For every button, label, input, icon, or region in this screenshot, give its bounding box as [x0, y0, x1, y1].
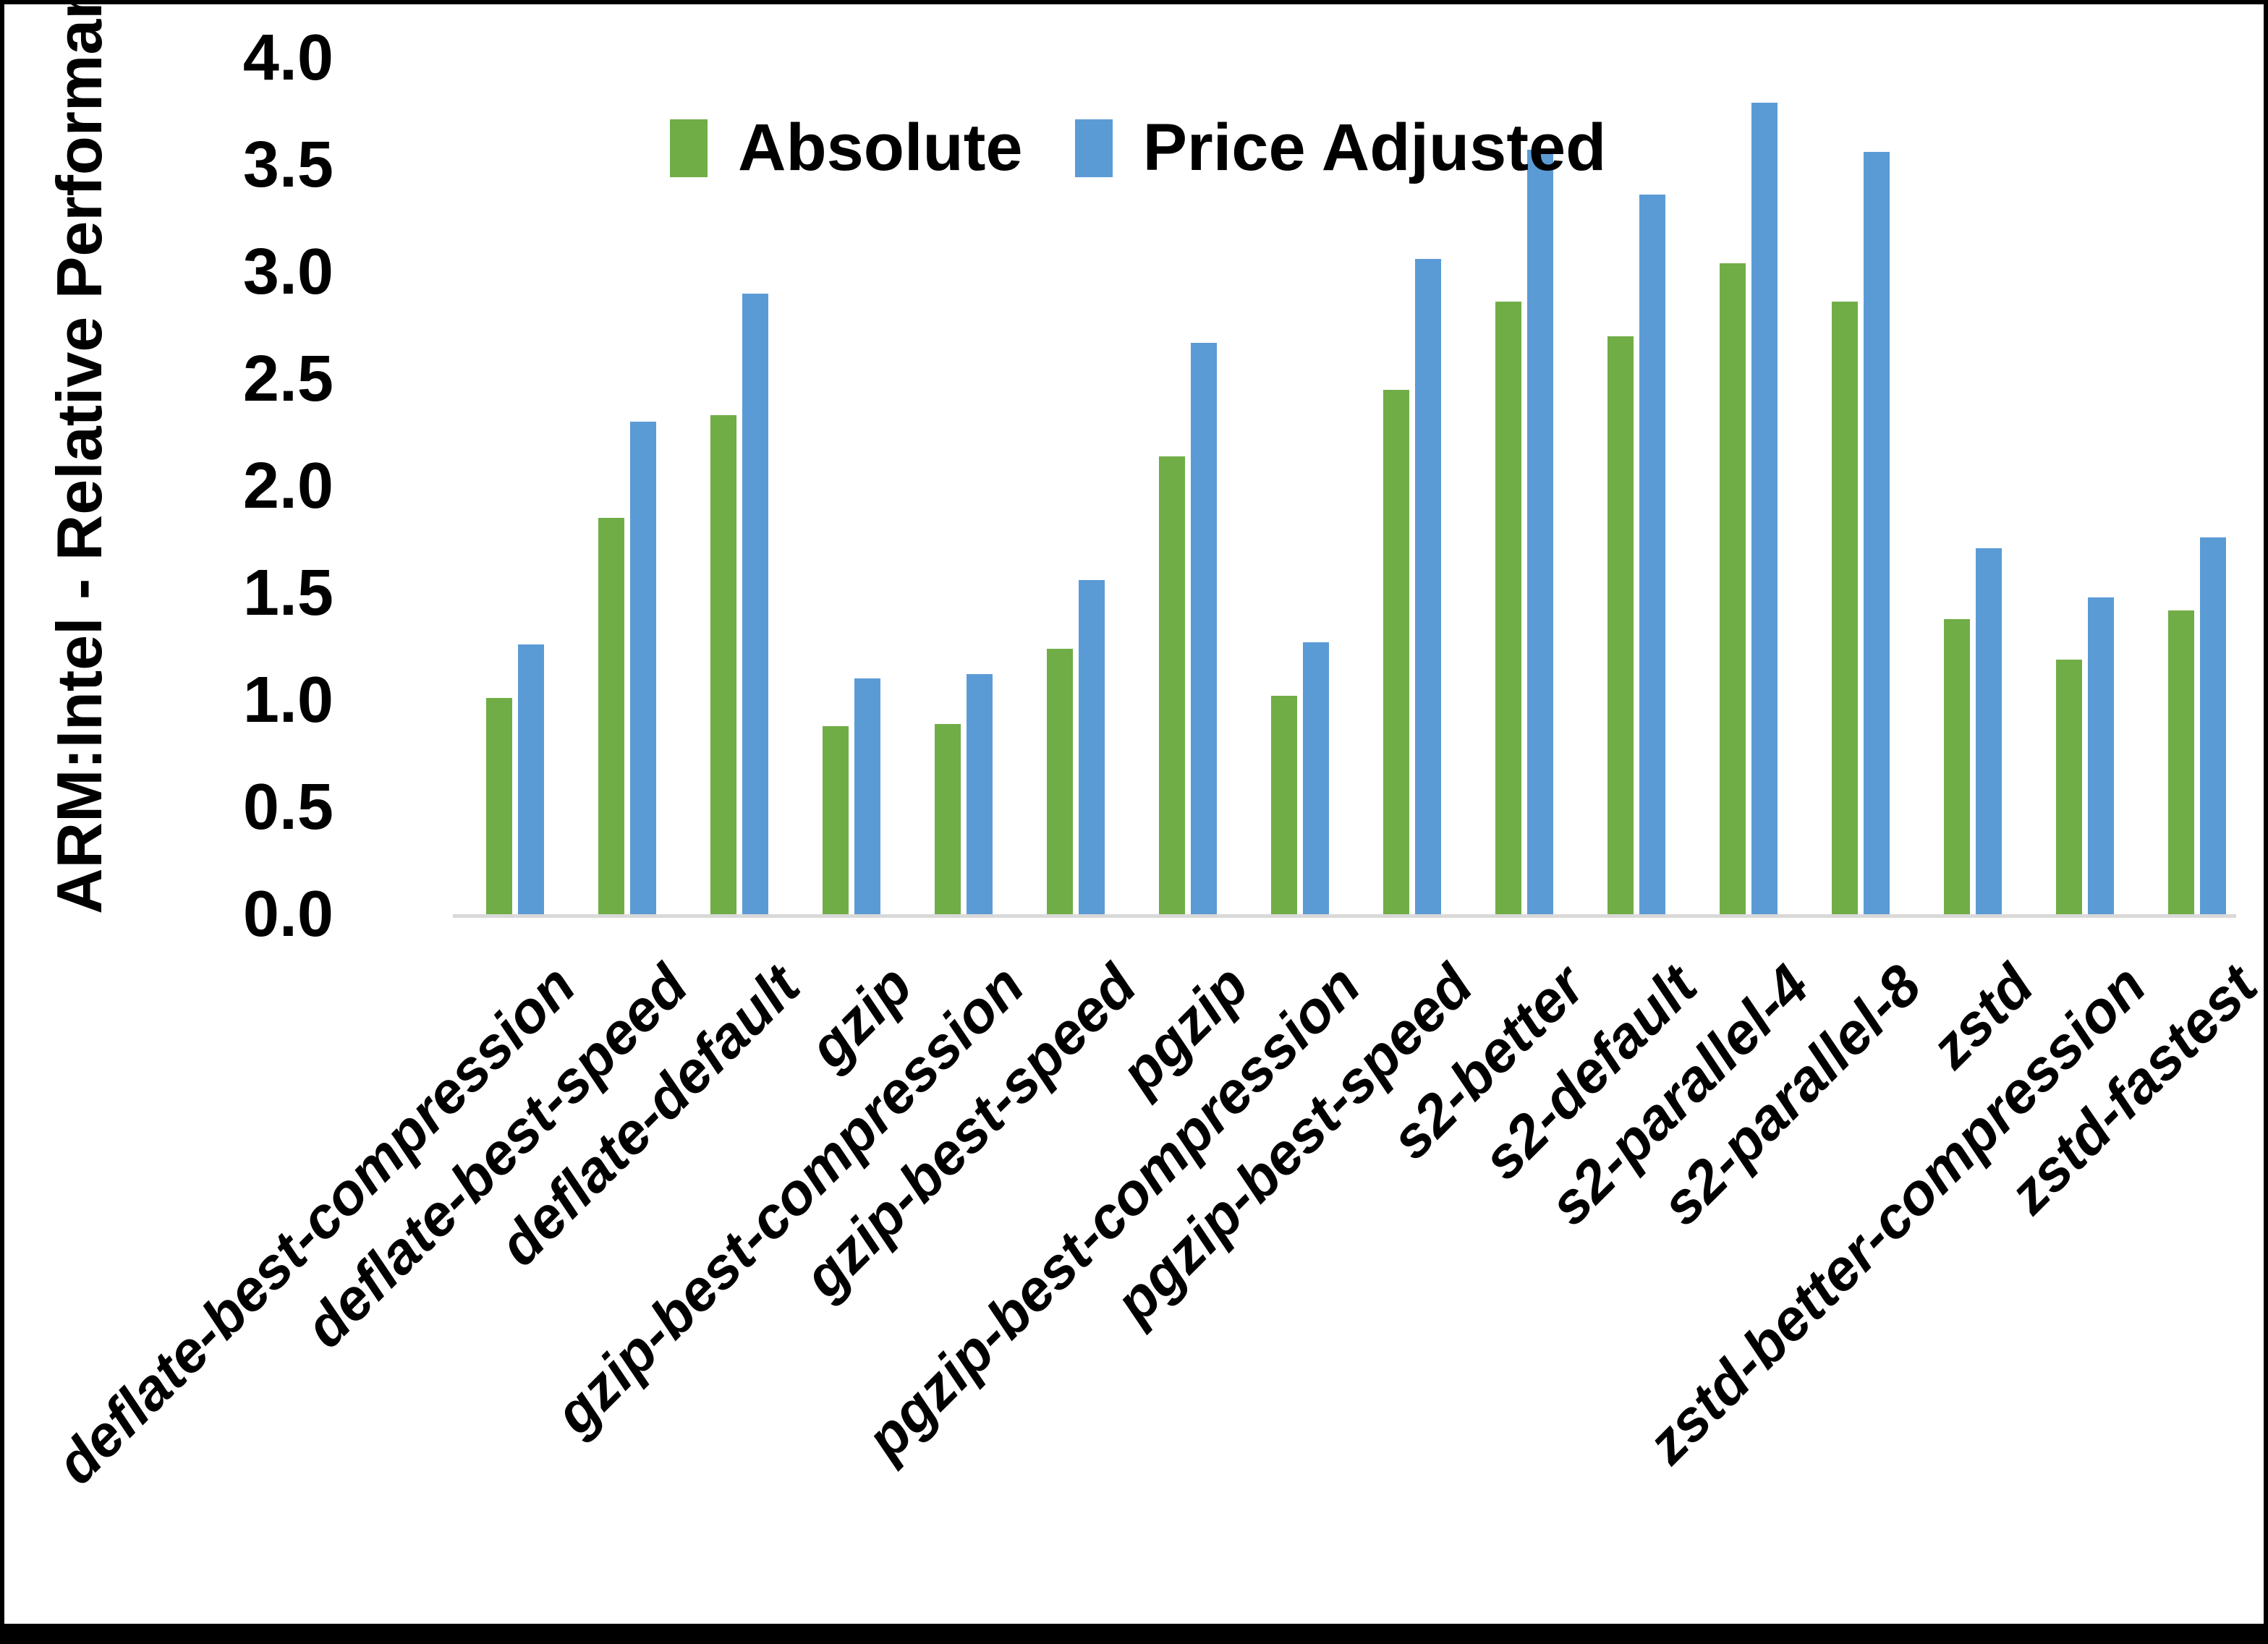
bar-price-adjusted-s2-default — [1639, 195, 1665, 914]
bar-absolute-s2-parallel-4 — [1720, 263, 1746, 914]
bar-price-adjusted-s2-parallel-4 — [1751, 103, 1778, 914]
bar-absolute-pgzip-best-compression — [1271, 696, 1297, 914]
bar-price-adjusted-zstd-fastest — [2200, 537, 2226, 914]
legend: Absolute Price Adjusted — [670, 110, 1606, 186]
y-tick-label: 3.5 — [242, 129, 334, 201]
bar-absolute-pgzip — [1159, 456, 1185, 914]
legend-item-absolute: Absolute — [670, 110, 1023, 186]
bar-absolute-gzip-best-compression — [935, 724, 961, 914]
bar-price-adjusted-deflate-default — [742, 294, 768, 914]
bar-price-adjusted-deflate-best-compression — [518, 644, 544, 914]
bar-absolute-deflate-best-speed — [598, 518, 624, 914]
y-tick-label: 1.5 — [242, 557, 334, 629]
bar-price-adjusted-pgzip-best-compression — [1303, 642, 1329, 914]
bar-price-adjusted-pgzip-best-speed — [1415, 259, 1441, 914]
legend-label-price-adjusted: Price Adjusted — [1142, 111, 1607, 184]
bar-absolute-zstd-better-compression — [2056, 660, 2082, 914]
bar-absolute-zstd-fastest — [2168, 610, 2194, 914]
bar-price-adjusted-s2-better — [1527, 150, 1553, 914]
y-tick-label: 2.0 — [242, 450, 334, 522]
legend-swatch-price-adjusted — [1074, 119, 1113, 177]
bar-absolute-deflate-best-compression — [486, 698, 512, 914]
y-tick-label: 4.0 — [242, 22, 334, 94]
bar-absolute-gzip — [823, 726, 849, 914]
bar-price-adjusted-deflate-best-speed — [630, 422, 656, 914]
y-tick-label: 1.0 — [242, 664, 334, 736]
bar-price-adjusted-gzip-best-speed — [1079, 580, 1105, 914]
y-tick-label: 0.0 — [242, 878, 334, 950]
bar-absolute-gzip-best-speed — [1047, 649, 1073, 914]
y-tick-label: 2.5 — [242, 343, 334, 415]
bar-price-adjusted-zstd — [1976, 548, 2002, 914]
legend-swatch-absolute — [670, 119, 708, 177]
bar-price-adjusted-gzip-best-compression — [967, 674, 993, 914]
bar-absolute-pgzip-best-speed — [1383, 390, 1409, 914]
bar-absolute-s2-better — [1495, 302, 1521, 914]
y-tick-label: 0.5 — [242, 771, 334, 843]
legend-label-absolute: Absolute — [738, 111, 1023, 184]
x-axis-line — [453, 914, 2236, 918]
bar-price-adjusted-zstd-better-compression — [2088, 597, 2114, 914]
legend-item-price-adjusted: Price Adjusted — [1074, 110, 1607, 186]
bar-price-adjusted-s2-parallel-8 — [1864, 152, 1890, 914]
bar-absolute-zstd — [1944, 619, 1970, 914]
bar-price-adjusted-gzip — [854, 678, 880, 914]
bar-absolute-s2-default — [1607, 336, 1634, 914]
bar-absolute-s2-parallel-8 — [1832, 302, 1858, 914]
bar-absolute-deflate-default — [710, 415, 736, 914]
bar-price-adjusted-pgzip — [1191, 343, 1217, 914]
y-tick-label: 3.0 — [242, 236, 334, 308]
